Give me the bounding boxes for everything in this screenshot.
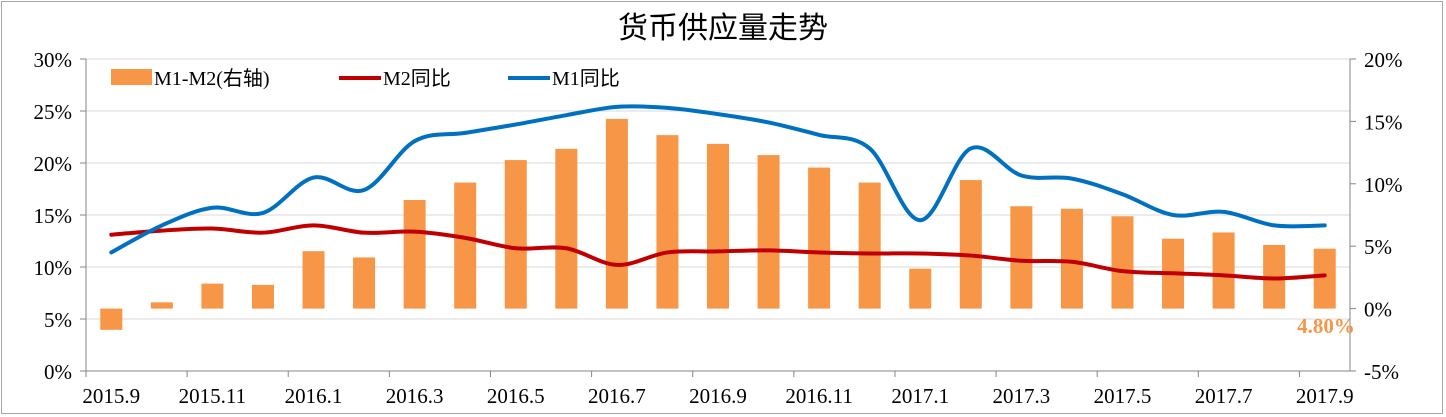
right-axis-tick-label: 15%: [1364, 110, 1403, 134]
x-axis-tick-label: 2015.11: [179, 384, 246, 408]
x-axis-tick-label: 2016.3: [386, 384, 444, 408]
x-axis-tick-label: 2016.5: [487, 384, 545, 408]
bar-m1-m2: [1060, 208, 1083, 309]
bar-m1-m2: [353, 257, 376, 309]
line-m2: [109, 223, 1327, 281]
line-m1: [109, 104, 1327, 255]
bar-m1-m2: [808, 167, 831, 309]
legend-label-bar: M1-M2(右轴): [154, 67, 270, 90]
right-axis-tick-label: 10%: [1364, 173, 1403, 197]
x-axis-tick-label: 2016.1: [285, 384, 343, 408]
x-axis-tick-label: 2017.1: [891, 384, 949, 408]
bar-m1-m2: [707, 143, 729, 309]
legend: M1-M2(右轴) M2同比 M1同比: [111, 67, 620, 90]
bar-m1-m2: [302, 251, 325, 309]
left-axis-tick-label: 5%: [44, 308, 72, 332]
chart-title: 货币供应量走势: [618, 12, 828, 45]
bar-m1-m2: [605, 118, 628, 309]
x-axis-tick-label: 2015.9: [82, 384, 140, 408]
bar-m1-m2: [1111, 216, 1134, 309]
left-axis-tick-label: 10%: [34, 256, 73, 280]
right-axis-tick-label: 0%: [1364, 298, 1392, 322]
x-axis-tick-label: 2016.11: [785, 384, 852, 408]
left-axis-tick-label: 25%: [34, 100, 73, 124]
right-axis-tick-label: 20%: [1364, 48, 1403, 72]
bar-m1-m2: [403, 200, 426, 309]
bar-m1-m2: [100, 308, 123, 330]
legend-swatch-bar: [111, 69, 152, 85]
bar-m1-m2: [555, 148, 578, 309]
left-axis-tick-label: 30%: [34, 48, 73, 72]
x-axis-tick-label: 2017.3: [992, 384, 1050, 408]
bar-m1-m2: [1010, 206, 1033, 309]
bar-m1-m2: [959, 180, 982, 309]
right-axis-tick-label: 5%: [1364, 235, 1392, 259]
x-axis-tick-label: 2017.9: [1296, 384, 1354, 408]
bar-m1-m2: [251, 284, 274, 309]
left-axis-tick-label: 0%: [44, 360, 72, 384]
data-label-last-bar: 4.80%: [1297, 314, 1355, 338]
bar-m1-m2: [1212, 232, 1235, 309]
bar-m1-m2: [454, 182, 477, 309]
left-axis-tick-label: 20%: [34, 152, 73, 176]
bar-m1-m2: [656, 135, 679, 309]
x-axis-tick-label: 2016.7: [588, 384, 646, 408]
x-axis-tick-label: 2017.7: [1195, 384, 1253, 408]
bar-m1-m2: [201, 283, 224, 309]
x-axis-tick-label: 2016.9: [689, 384, 747, 408]
legend-label-m1: M1同比: [552, 67, 620, 90]
legend-label-m2: M2同比: [383, 67, 451, 90]
right-axis-tick-label: -5%: [1364, 360, 1399, 384]
x-axis-tick-label: 2017.5: [1094, 384, 1152, 408]
left-axis-tick-label: 15%: [34, 204, 73, 228]
bar-m1-m2: [1313, 248, 1336, 309]
bar-m1-m2: [909, 268, 932, 309]
bar-m1-m2: [150, 302, 173, 309]
bar-m1-m2: [858, 182, 881, 309]
bar-m1-m2: [504, 160, 527, 309]
bar-m1-m2: [757, 155, 780, 309]
